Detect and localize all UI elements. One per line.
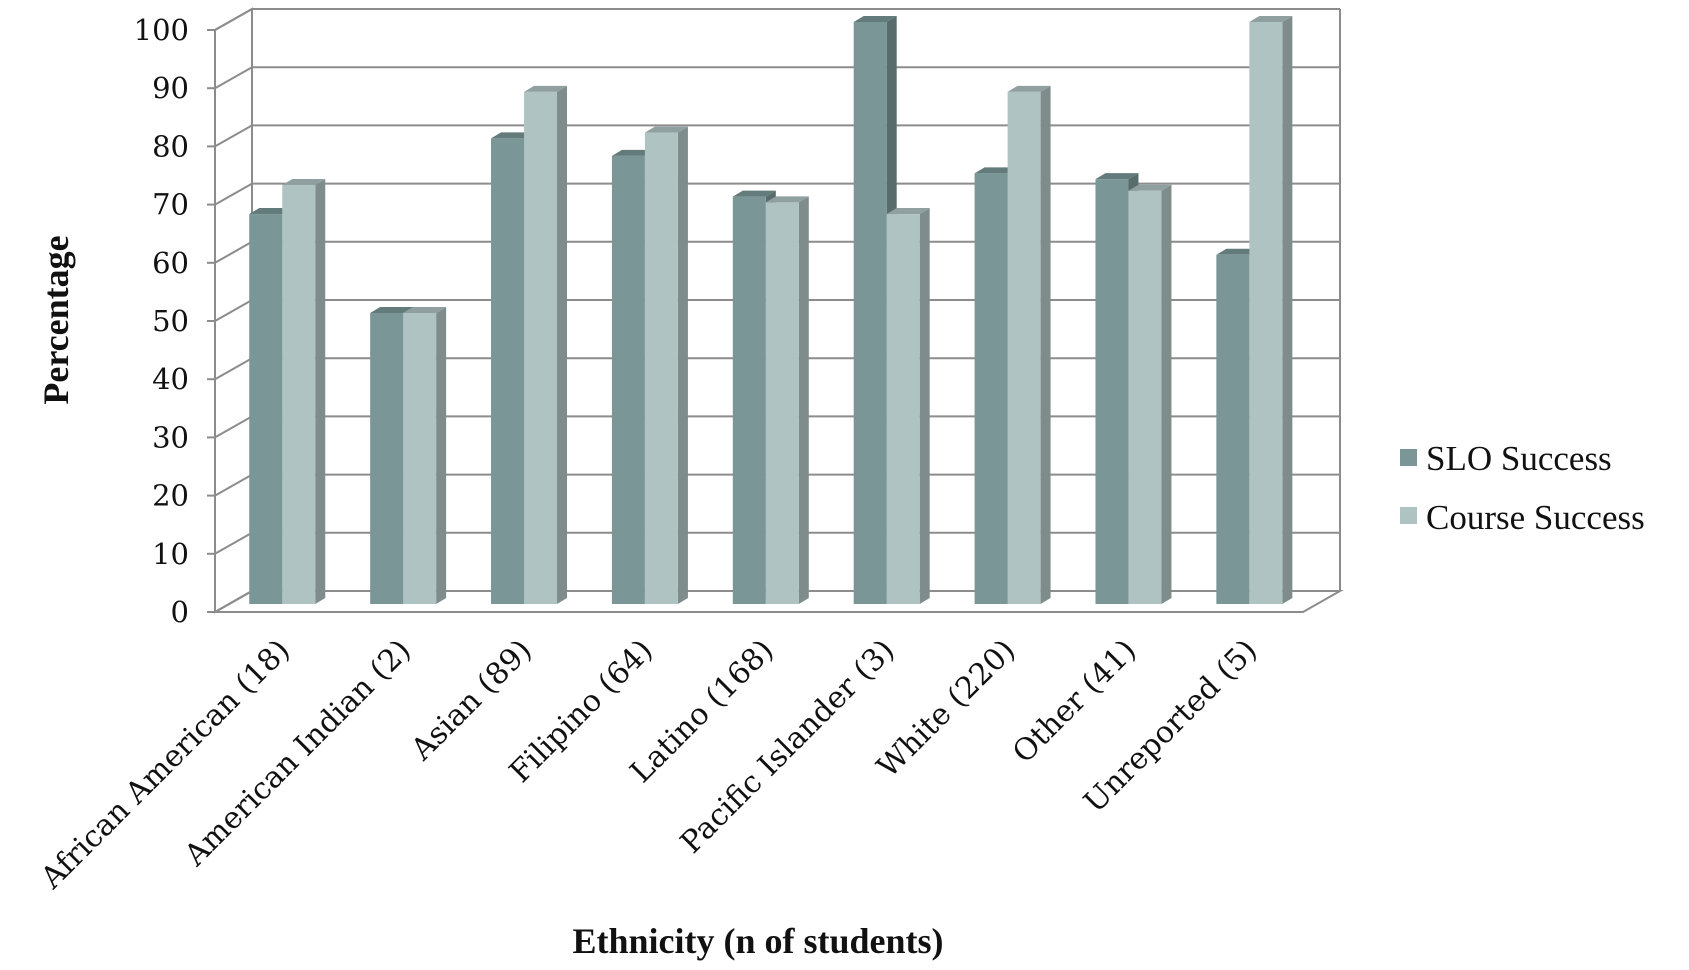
bar-top — [765, 196, 809, 203]
bar-front — [765, 202, 799, 605]
legend-label-course-success: Course Success — [1426, 498, 1645, 537]
bar-side — [315, 178, 326, 604]
bar-front — [370, 313, 404, 604]
bar-top — [1095, 173, 1139, 180]
bar-front — [886, 214, 920, 604]
bar-side — [1161, 184, 1172, 604]
bar-course-success — [644, 126, 688, 604]
bar-front — [974, 173, 1008, 604]
bar-side — [1282, 16, 1293, 604]
x-tick-label: Pacific Islander (3) — [674, 633, 902, 861]
bar-top — [403, 307, 447, 313]
bar-side — [798, 196, 809, 605]
x-tick-label: American Indian (2) — [177, 633, 418, 874]
bar-top — [1007, 85, 1051, 92]
bar-front — [644, 132, 678, 604]
bar-top — [249, 208, 293, 215]
y-tick-label: 80 — [152, 129, 189, 163]
bar-front — [732, 196, 766, 604]
bar-front — [1095, 179, 1129, 604]
y-tick-label: 20 — [152, 479, 189, 513]
bar-top — [886, 208, 930, 215]
y-tick-label: 40 — [152, 362, 189, 396]
bar-top — [1249, 16, 1293, 22]
side-gridline — [214, 590, 253, 613]
y-tick-label: 100 — [134, 13, 189, 47]
bar-side — [1040, 85, 1051, 605]
bar-top — [1216, 248, 1260, 255]
bar-top — [524, 85, 568, 92]
side-gridline — [214, 299, 253, 322]
bar-course-success — [282, 178, 326, 604]
bar-course-success — [1128, 184, 1172, 604]
bar-top — [611, 149, 655, 156]
bar-front — [282, 184, 316, 604]
bar-front — [611, 155, 645, 605]
x-axis-labels: African American (18)American Indian (2)… — [34, 633, 1265, 897]
bar-course-success — [765, 196, 809, 605]
bar-side — [919, 208, 930, 604]
bar-course-success — [1249, 16, 1293, 604]
bar-front — [1249, 22, 1283, 604]
y-axis-ticks: 0 10 20 30 40 50 60 70 80 90 100 — [134, 13, 189, 629]
side-gridline — [214, 66, 253, 90]
x-tick-label: Asian (89) — [404, 633, 539, 768]
legend: SLO Success Course Success — [1400, 439, 1645, 537]
bars — [249, 16, 1293, 605]
bar-side — [677, 126, 688, 604]
side-gridline — [214, 240, 253, 264]
bar-side — [436, 307, 447, 604]
bar-top — [974, 167, 1018, 174]
bar-front — [1216, 254, 1250, 605]
bar-front — [491, 138, 525, 604]
bar-top — [853, 16, 897, 22]
side-gridline — [214, 182, 253, 206]
side-gridline — [214, 531, 253, 555]
bar-top — [644, 126, 688, 133]
bar-top — [1128, 184, 1172, 191]
legend-swatch-slo-success — [1400, 449, 1417, 466]
side-gridline — [214, 415, 253, 439]
bar-side — [557, 85, 568, 605]
legend-swatch-course-success — [1400, 507, 1417, 524]
y-tick-label: 30 — [152, 420, 189, 454]
bar-course-success — [524, 85, 568, 605]
bar-course-success — [886, 208, 930, 604]
bar-front — [853, 22, 887, 604]
bar-front — [1007, 91, 1041, 605]
bar-front — [403, 313, 437, 604]
y-tick-label: 10 — [152, 537, 189, 571]
legend-label-slo-success: SLO Success — [1426, 439, 1612, 478]
bar-front — [249, 214, 283, 604]
bar-course-success — [403, 307, 447, 604]
bar-front — [1128, 190, 1162, 604]
side-gridline — [214, 8, 253, 31]
x-tick-label: African American (18) — [34, 633, 298, 897]
side-gridline — [214, 357, 253, 381]
y-axis-title: Percentage — [36, 235, 76, 404]
y-tick-label: 70 — [152, 188, 189, 222]
x-axis-title: Ethnicity (n of students) — [572, 921, 943, 961]
bar-top — [282, 178, 326, 185]
y-tick-label: 60 — [152, 246, 189, 280]
side-gridline — [214, 124, 253, 148]
y-tick-label: 0 — [171, 595, 189, 629]
y-tick-label: 50 — [152, 304, 189, 338]
bar-top — [491, 132, 535, 139]
bar-course-success — [1007, 85, 1051, 605]
bar-top — [732, 190, 776, 197]
bar-top — [370, 307, 414, 313]
side-gridline — [214, 473, 253, 497]
y-tick-label: 90 — [152, 71, 189, 105]
bar-front — [524, 91, 558, 605]
